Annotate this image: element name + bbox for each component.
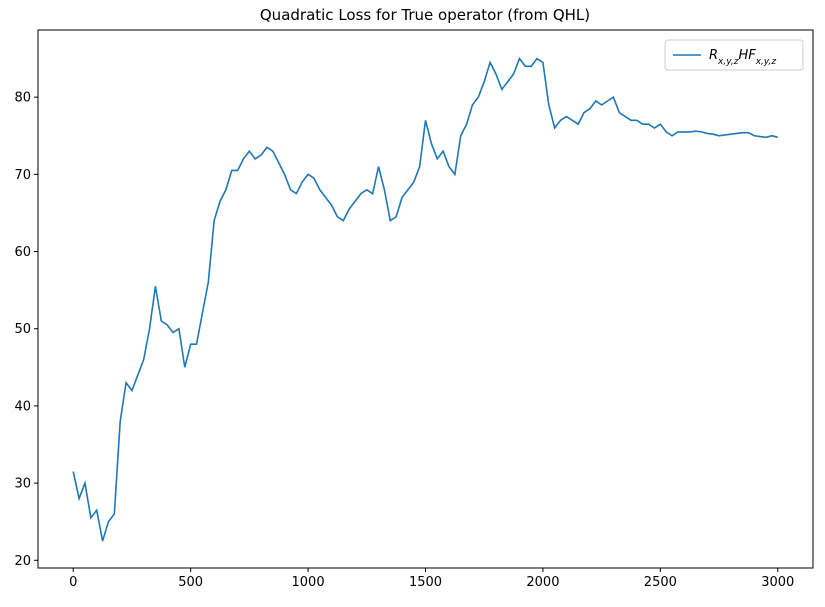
x-tick-label: 3000 xyxy=(761,575,794,590)
x-tick-label: 2000 xyxy=(526,575,559,590)
x-tick-label: 0 xyxy=(69,575,77,590)
legend-label: Rx,y,zHFx,y,z xyxy=(709,48,776,67)
y-tick-label: 30 xyxy=(14,477,31,492)
y-tick-label: 60 xyxy=(14,245,31,260)
x-tick-label: 1500 xyxy=(409,575,442,590)
x-tick-label: 500 xyxy=(178,575,203,590)
x-tick-label: 1000 xyxy=(292,575,325,590)
chart-title: Quadratic Loss for True operator (from Q… xyxy=(260,6,590,24)
data-line xyxy=(72,56,778,542)
y-tick-label: 80 xyxy=(14,91,31,106)
y-tick-label: 20 xyxy=(14,554,31,569)
x-tick-label: 2500 xyxy=(644,575,677,590)
legend-box xyxy=(664,39,804,71)
y-tick-label: 70 xyxy=(14,168,31,183)
y-tick-label: 50 xyxy=(14,322,31,337)
y-tick-label: 40 xyxy=(14,399,31,414)
